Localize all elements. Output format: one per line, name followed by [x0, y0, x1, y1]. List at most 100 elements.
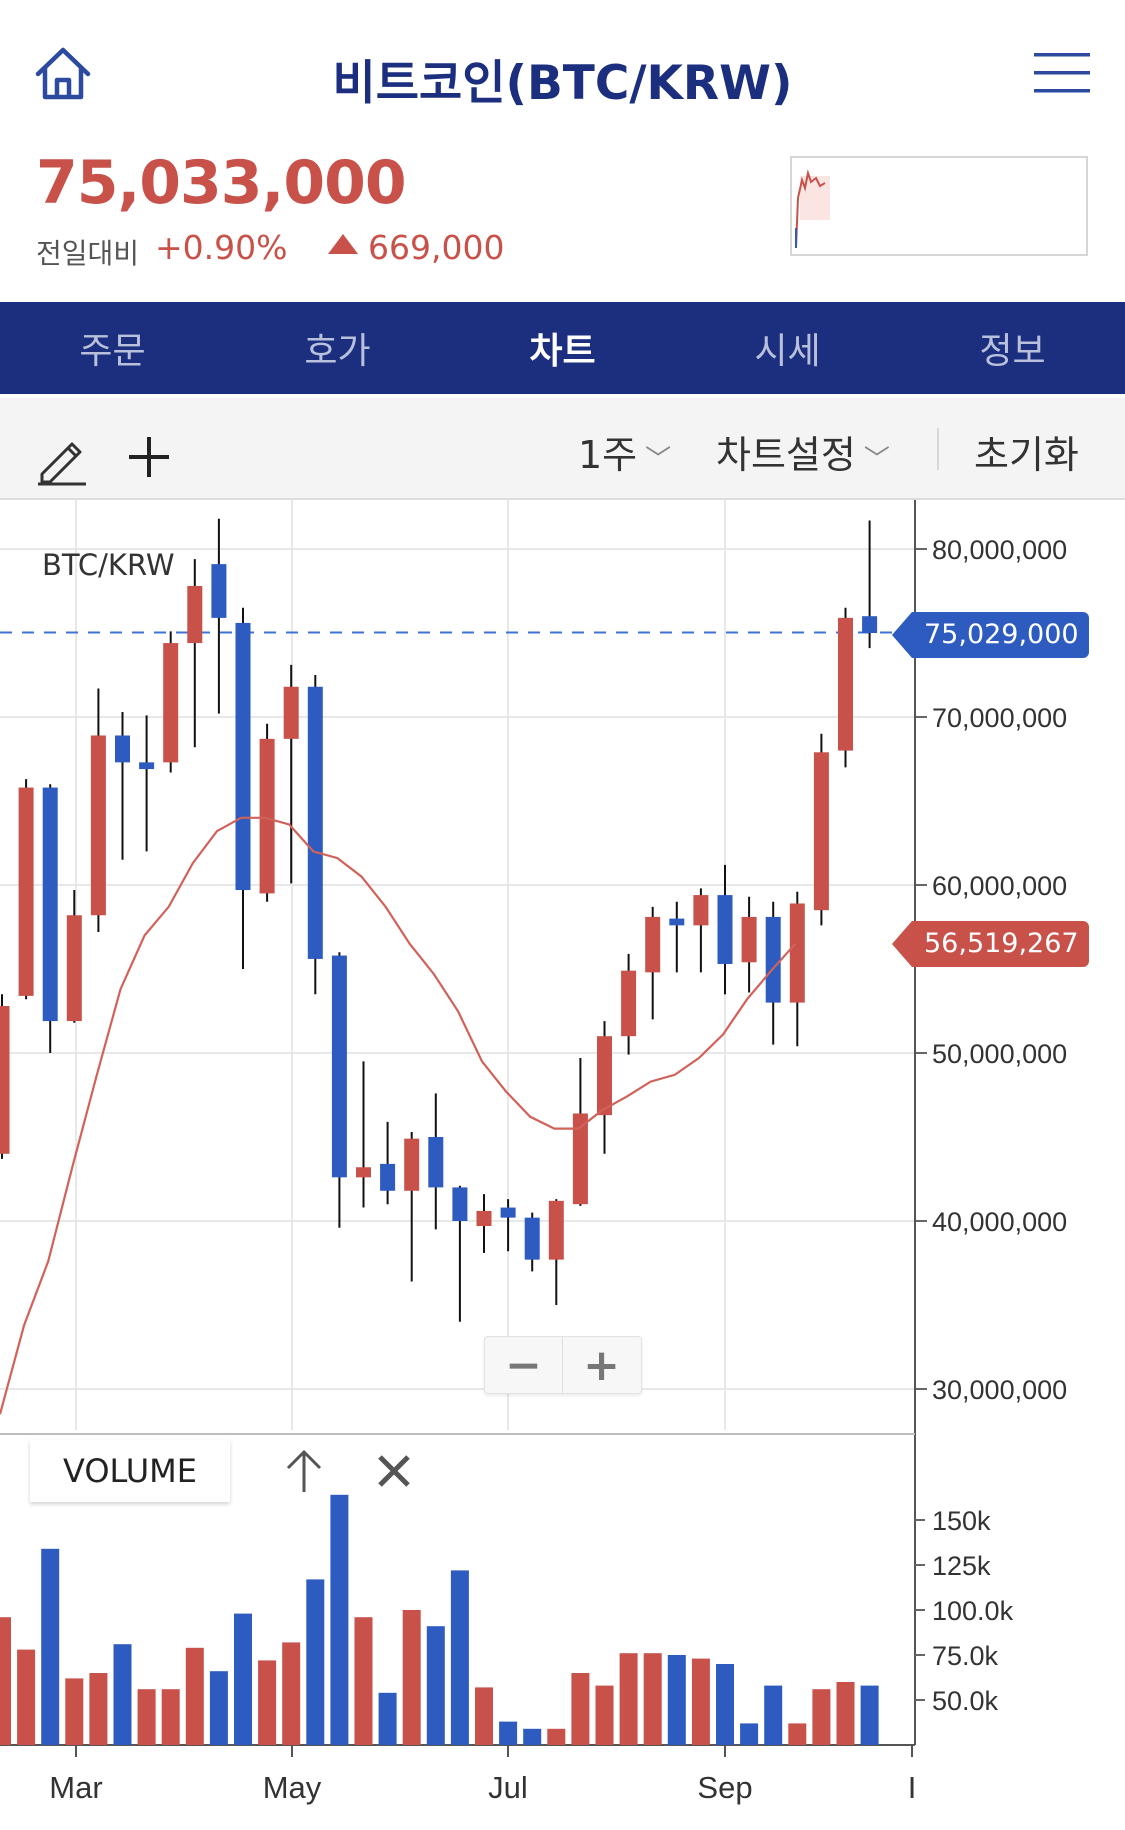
toolbar-divider: [937, 428, 939, 470]
volume-bar: [282, 1642, 301, 1745]
change-percent: +0.90%: [155, 228, 288, 267]
zoom-out-button[interactable]: −: [485, 1337, 563, 1393]
volume-bar: [258, 1660, 277, 1745]
moving-average-tag: 56,519,267: [892, 921, 1089, 967]
candle-body: [500, 1207, 516, 1218]
candle-body: [548, 1200, 564, 1260]
close-icon: [378, 1455, 410, 1487]
candle-body: [452, 1187, 468, 1221]
tab-orderbook[interactable]: 호가: [304, 331, 371, 372]
candle-body: [813, 752, 829, 911]
candle-body: [307, 686, 323, 959]
volume-tick-label: 150k: [932, 1506, 991, 1536]
tab-info[interactable]: 정보: [979, 331, 1046, 372]
volume-bar: [860, 1685, 879, 1745]
volume-bar: [330, 1494, 349, 1745]
price-chart[interactable]: 80,000,000 70,000,000 60,000,000 50,000,000…: [0, 500, 1125, 1830]
mini-chart-sparkline: [795, 169, 830, 249]
current-price: 75,033,000: [36, 148, 407, 218]
draw-tool-button[interactable]: [34, 430, 90, 486]
volume-bar: [89, 1673, 108, 1745]
price-tick-label: 40,000,000: [932, 1207, 1067, 1237]
candle-body: [741, 916, 757, 963]
volume-tick-label: 125k: [932, 1551, 991, 1581]
volume-bar: [667, 1655, 686, 1745]
volume-bar: [619, 1653, 638, 1745]
zoom-in-button[interactable]: +: [583, 1339, 620, 1391]
chart-symbol-label: BTC/KRW: [42, 548, 175, 582]
volume-bar: [209, 1671, 228, 1745]
candle-body: [259, 738, 275, 894]
chevron-down-icon: ﹀: [863, 445, 890, 475]
add-indicator-button[interactable]: [124, 432, 174, 482]
arrow-up-icon: [286, 1449, 322, 1492]
remove-indicator-button[interactable]: [372, 1446, 416, 1496]
volume-bar: [378, 1692, 397, 1745]
chart-settings-label: 차트설정: [716, 433, 856, 477]
candle-body: [476, 1210, 492, 1227]
candle-body: [235, 622, 251, 891]
candle-body: [428, 1137, 444, 1188]
tab-bar: 주문 호가 차트 시세 정보: [0, 302, 1125, 394]
volume-bar: [450, 1570, 469, 1745]
candle-body: [66, 915, 82, 1022]
volume-bar: [643, 1653, 662, 1745]
candle-body: [838, 617, 853, 751]
price-tick-label: 60,000,000: [932, 871, 1067, 901]
home-icon: [35, 47, 91, 100]
volume-bar: [547, 1728, 566, 1745]
volume-bar: [812, 1689, 831, 1745]
tab-market[interactable]: 시세: [754, 331, 821, 372]
price-tick-label: 70,000,000: [932, 703, 1067, 733]
volume-bar: [137, 1689, 156, 1745]
page-title: 비트코인(BTC/KRW): [332, 56, 793, 111]
volume-bar: [65, 1678, 84, 1745]
volume-bar: [306, 1579, 325, 1745]
prev-day-label: 전일대비: [36, 237, 140, 270]
period-select[interactable]: 1주 ﹀: [578, 424, 671, 479]
last-price-value: 75,029,000: [924, 619, 1079, 650]
volume-tick-label: 100.0k: [932, 1596, 1014, 1626]
volume-bar: [571, 1673, 590, 1745]
time-tick-label: Sep: [697, 1770, 752, 1805]
volume-bar: [185, 1647, 204, 1745]
candle-body: [163, 643, 179, 763]
last-price-tag: 75,029,000: [892, 612, 1089, 658]
volume-indicator-button[interactable]: VOLUME: [30, 1440, 230, 1502]
candle-body: [0, 1005, 10, 1154]
tab-order[interactable]: 주문: [79, 331, 146, 372]
moving-average-value: 56,519,267: [924, 928, 1079, 959]
plus-icon: [129, 437, 169, 477]
period-value: 1주: [578, 433, 638, 477]
candle-body: [380, 1163, 396, 1191]
mini-price-chart[interactable]: [790, 156, 1088, 256]
volume-bar: [691, 1658, 710, 1745]
menu-button[interactable]: [1034, 50, 1090, 96]
volume-tick-label: 75.0k: [932, 1641, 999, 1671]
moving-average-line: [0, 816, 797, 1415]
candle-body: [693, 895, 709, 926]
candle-body: [524, 1217, 540, 1260]
home-button[interactable]: [30, 40, 96, 106]
candle-body: [283, 686, 299, 739]
candle-body: [115, 735, 130, 763]
candle-body: [572, 1113, 588, 1205]
reset-button[interactable]: 초기화: [974, 433, 1079, 477]
time-tick-label: Jul: [488, 1770, 528, 1805]
price-tick-label: 50,000,000: [932, 1039, 1067, 1069]
volume-bar: [499, 1721, 518, 1745]
volume-bar: [836, 1682, 855, 1745]
move-indicator-up-button[interactable]: [282, 1446, 326, 1496]
candle-body: [645, 916, 661, 973]
tab-chart[interactable]: 차트: [529, 331, 596, 372]
triangle-up-icon: [328, 234, 358, 254]
candle-body: [765, 916, 781, 1003]
candle-body: [331, 955, 347, 1178]
change-amount: 669,000: [368, 228, 505, 267]
volume-bar: [0, 1617, 11, 1745]
candle-body: [356, 1167, 371, 1178]
chart-settings-select[interactable]: 차트설정 ﹀: [716, 424, 890, 479]
candle-body: [211, 564, 227, 618]
candle-body: [18, 787, 34, 996]
volume-bar: [41, 1548, 60, 1745]
